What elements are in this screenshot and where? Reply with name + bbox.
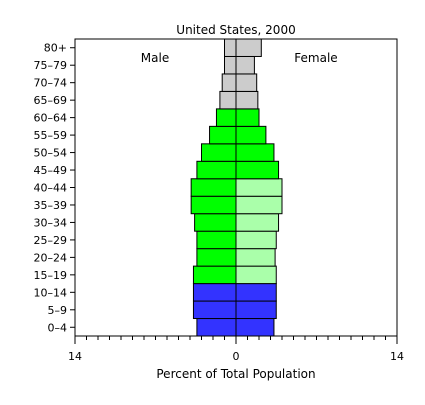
bar-female-4	[235, 248, 276, 267]
bar-male-6	[194, 213, 237, 232]
y-tick-label: 15–19	[34, 269, 68, 282]
y-tick-label: 40–44	[34, 182, 68, 195]
bar-female-1	[235, 300, 277, 320]
bar-male-14	[221, 73, 237, 92]
bar-male-0	[196, 318, 237, 337]
y-tick-label: 55–59	[34, 129, 68, 142]
bar-male-15	[224, 55, 237, 75]
chart-title: United States, 2000	[176, 23, 295, 37]
y-tick-label: 0–4	[48, 321, 68, 334]
y-tick-label: 65–69	[34, 94, 68, 107]
bar-male-13	[219, 90, 237, 110]
y-tick-label: 30–34	[34, 216, 68, 229]
bar-female-13	[235, 90, 259, 110]
y-tick-label: 10–14	[34, 286, 68, 299]
bar-male-11	[209, 125, 237, 145]
bar-female-6	[235, 213, 280, 232]
bar-male-12	[215, 108, 237, 127]
bar-male-10	[201, 143, 237, 162]
y-tick-label: 50–54	[34, 147, 68, 160]
bar-male-1	[192, 300, 237, 320]
bar-male-7	[190, 195, 237, 215]
bar-male-5	[196, 230, 237, 250]
bar-female-16	[235, 38, 262, 57]
y-tick-label: 20–24	[34, 251, 68, 264]
y-tick-label: 80+	[44, 42, 67, 55]
legend-male: Male	[141, 51, 169, 65]
x-tick-label: 0	[233, 350, 240, 363]
bar-female-7	[235, 195, 283, 215]
legend-female: Female	[294, 51, 337, 65]
y-tick-label: 5–9	[48, 304, 68, 317]
bar-female-0	[235, 318, 275, 337]
y-tick-label: 75–79	[34, 59, 68, 72]
bar-male-8	[190, 178, 237, 197]
y-tick-label: 70–74	[34, 77, 68, 90]
bar-female-8	[235, 178, 283, 197]
x-axis-label: Percent of Total Population	[156, 367, 315, 381]
bar-male-16	[224, 38, 237, 57]
bar-female-2	[235, 283, 277, 302]
bar-male-9	[196, 160, 237, 180]
y-tick-label: 45–49	[34, 164, 68, 177]
bar-female-12	[235, 108, 260, 127]
bar-female-15	[235, 55, 255, 75]
y-tick-label: 25–29	[34, 234, 68, 247]
bar-female-3	[235, 265, 277, 285]
bar-female-10	[235, 143, 275, 162]
y-tick-label: 35–39	[34, 199, 68, 212]
x-tick-label: 14	[390, 350, 404, 363]
bar-male-4	[196, 248, 237, 267]
bar-female-11	[235, 125, 267, 145]
bar-female-9	[235, 160, 280, 180]
x-tick-label: 14	[68, 350, 82, 363]
bar-male-2	[192, 283, 237, 302]
y-tick-label: 60–64	[34, 112, 68, 125]
bar-female-14	[235, 73, 258, 92]
bar-female-5	[235, 230, 277, 250]
bar-male-3	[192, 265, 237, 285]
